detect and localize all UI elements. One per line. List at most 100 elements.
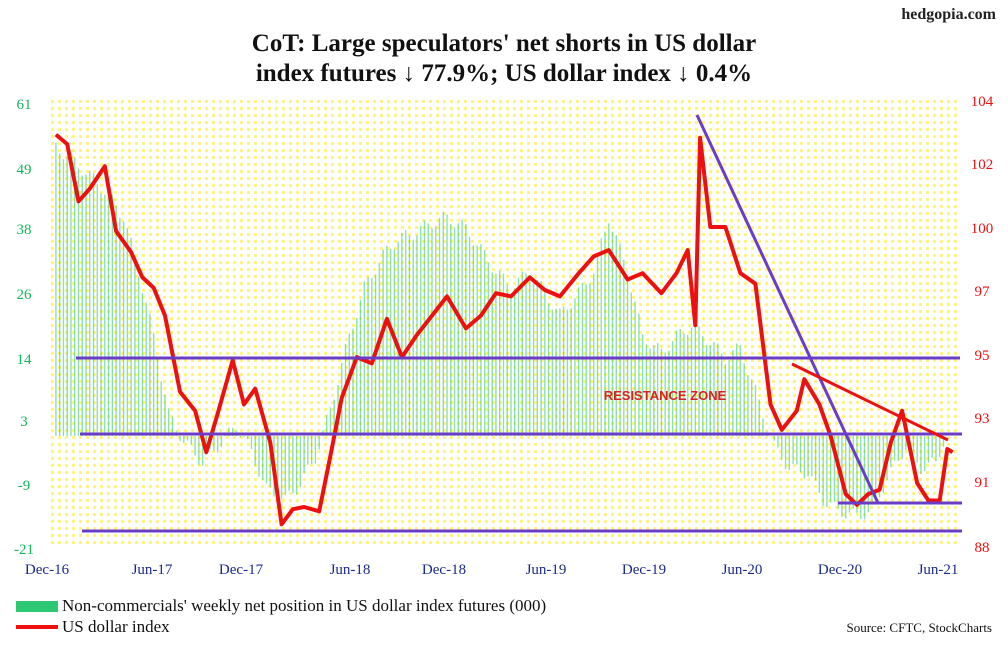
net-position-bar	[720, 353, 723, 436]
net-position-bar	[679, 328, 681, 436]
net-position-bar	[435, 226, 437, 436]
net-position-bar	[141, 293, 144, 436]
net-position-bar	[807, 436, 809, 477]
net-position-bar	[683, 333, 685, 436]
net-position-bar	[739, 345, 742, 436]
net-position-bar	[130, 237, 132, 436]
net-position-bar	[303, 436, 305, 474]
net-position-bar	[284, 436, 287, 495]
net-position-bar	[641, 334, 644, 436]
net-position-bar	[596, 252, 599, 436]
source-note: Source: CFTC, StockCharts	[846, 620, 992, 635]
net-position-bar	[288, 436, 290, 491]
net-position-bar	[277, 436, 279, 503]
net-position-bar	[935, 436, 937, 462]
net-position-bar	[378, 262, 381, 436]
net-position-bar	[709, 345, 712, 436]
net-position-bar	[397, 241, 399, 436]
net-position-bar	[427, 223, 429, 436]
net-position-bar	[115, 205, 117, 436]
net-position-bar	[630, 292, 633, 436]
trendlines: RESISTANCE ZONE	[76, 114, 962, 533]
net-position-bar	[77, 168, 80, 437]
axis-labels: 61 49 38 26 14 3 -9 -21 104 102 100 97 95 93 91 88 Dec-1…	[14, 94, 994, 578]
net-position-bar	[506, 284, 508, 436]
net-position-bar	[186, 436, 189, 441]
net-position-bar	[897, 436, 900, 461]
net-position-bar	[927, 436, 930, 463]
x-axis-tick: Jun-17	[132, 562, 173, 578]
net-position-bar	[690, 327, 693, 436]
left-axis-tick: 61	[17, 97, 32, 113]
net-position-bar	[352, 328, 354, 436]
net-position-bar	[882, 436, 885, 494]
net-position-bar	[649, 348, 651, 436]
net-position-bar	[476, 245, 478, 436]
net-position-bar	[104, 194, 106, 436]
net-position-bar	[777, 436, 779, 448]
net-position-bar	[258, 436, 260, 477]
net-position-bar	[811, 436, 813, 477]
net-position-bar	[623, 259, 625, 436]
net-position-bar	[62, 159, 65, 436]
net-position-bar	[724, 364, 727, 436]
net-position-bar	[149, 313, 151, 436]
net-position-bar	[190, 436, 193, 445]
legend-item-dollar-index: US dollar index	[16, 617, 170, 637]
net-position-bar	[848, 436, 851, 513]
net-position-bar	[446, 214, 448, 436]
net-position-bar	[164, 394, 166, 436]
net-position-bar	[668, 350, 670, 436]
net-position-bar	[702, 336, 704, 436]
x-axis-tick: Dec-18	[422, 562, 466, 578]
downtrend-line-red	[791, 362, 949, 442]
left-axis-tick: 26	[17, 287, 33, 303]
net-position-bar	[280, 436, 283, 500]
net-position-bar	[890, 436, 892, 468]
resistance-zone-label: RESISTANCE ZONE	[604, 388, 727, 403]
net-position-bar	[401, 232, 403, 436]
net-position-bar	[645, 344, 648, 436]
net-position-bar	[367, 276, 369, 436]
net-position-bar	[126, 227, 129, 436]
net-position-bar	[194, 436, 196, 456]
net-position-bar	[705, 344, 708, 436]
x-axis-tick: Dec-17	[219, 562, 264, 578]
net-position-bar	[634, 301, 636, 436]
legend-swatch-bars	[16, 600, 58, 612]
net-position-bar	[611, 231, 614, 436]
net-position-bar	[348, 333, 350, 436]
net-position-bar	[408, 235, 411, 436]
net-position-bar	[243, 436, 245, 438]
left-axis-tick: 14	[17, 352, 33, 368]
net-position-bar	[732, 350, 734, 436]
net-position-bar	[529, 276, 531, 436]
net-position-bar	[698, 326, 700, 436]
net-position-bar	[160, 381, 162, 436]
net-position-bar	[198, 436, 200, 465]
net-position-bar	[833, 436, 836, 502]
x-axis-tick: Dec-19	[622, 562, 666, 578]
net-position-bar	[250, 436, 253, 449]
net-position-bar	[468, 236, 471, 436]
net-position-bar	[228, 427, 230, 436]
net-position-bar	[168, 408, 170, 436]
net-position-bar	[480, 244, 482, 436]
left-axis-tick: -21	[14, 542, 34, 558]
left-axis-tick: -9	[18, 478, 31, 494]
net-position-bar	[359, 299, 362, 436]
net-position-bar	[389, 248, 392, 436]
right-axis-tick: 102	[971, 157, 994, 173]
net-position-bar	[656, 343, 659, 436]
net-position-bar	[796, 436, 798, 465]
net-position-bar	[923, 436, 926, 471]
net-position-bar	[860, 436, 862, 519]
net-position-bar	[96, 184, 98, 436]
dollar-index-line-group	[54, 133, 954, 527]
net-position-bar	[386, 245, 388, 436]
net-position-bar	[122, 221, 125, 436]
net-position-bar	[747, 375, 749, 436]
net-position-bar	[111, 194, 114, 436]
net-position-bar	[905, 436, 907, 450]
